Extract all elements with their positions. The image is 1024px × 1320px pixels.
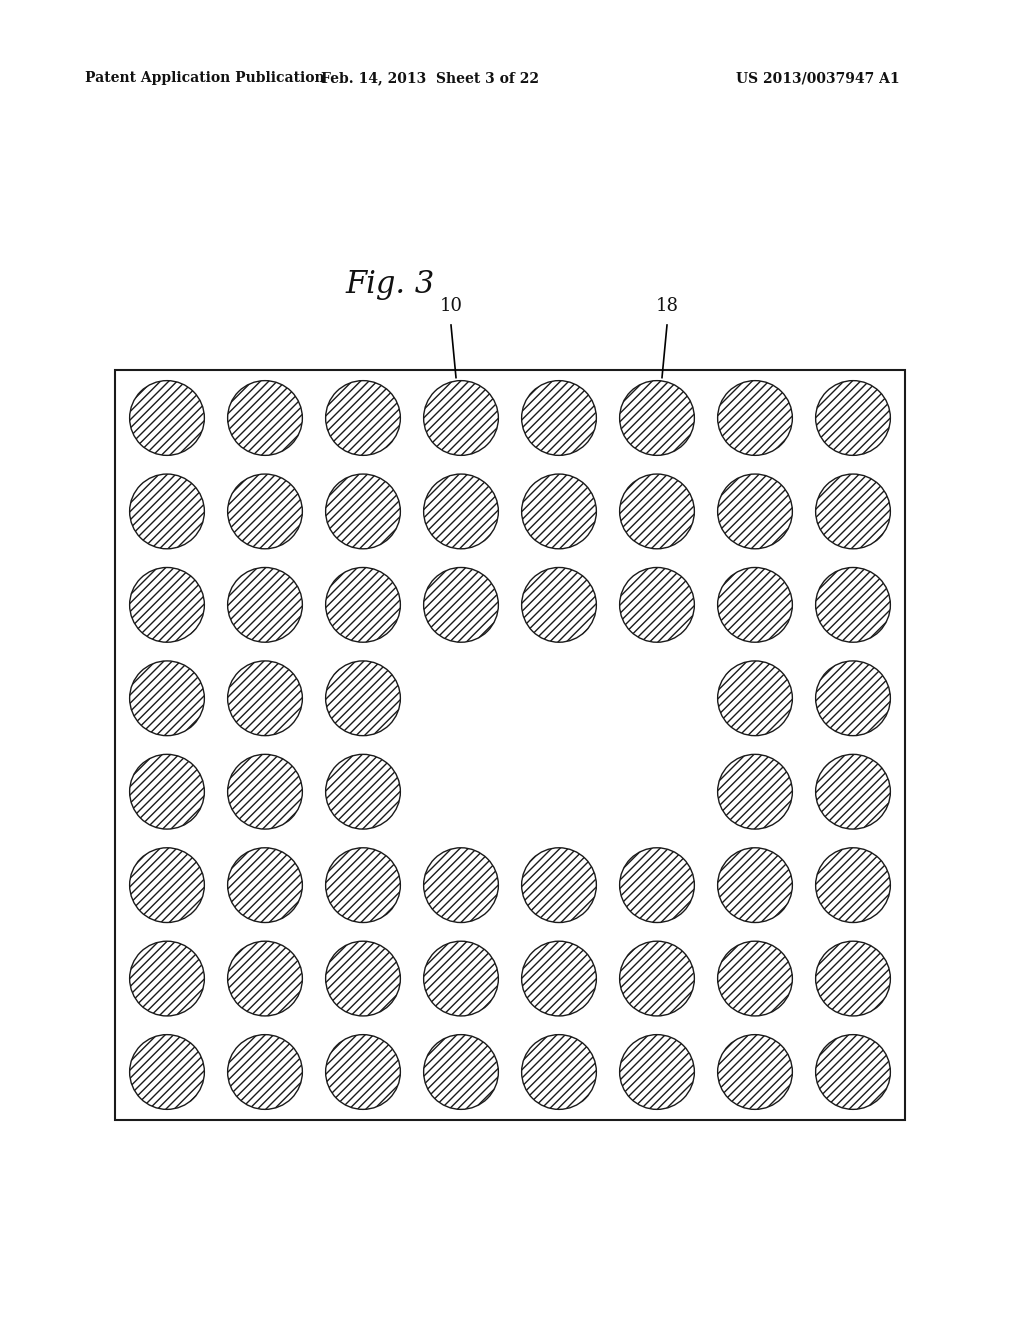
Ellipse shape: [521, 941, 596, 1016]
Ellipse shape: [130, 568, 205, 643]
Ellipse shape: [227, 941, 302, 1016]
Text: 10: 10: [439, 297, 463, 315]
Ellipse shape: [130, 474, 205, 549]
Ellipse shape: [424, 568, 499, 643]
Ellipse shape: [620, 474, 694, 549]
Text: 18: 18: [655, 297, 679, 315]
Ellipse shape: [816, 754, 891, 829]
Ellipse shape: [718, 661, 793, 735]
Ellipse shape: [130, 941, 205, 1016]
Ellipse shape: [718, 1035, 793, 1109]
Text: Fig. 3: Fig. 3: [345, 269, 434, 301]
Ellipse shape: [816, 568, 891, 643]
Ellipse shape: [620, 941, 694, 1016]
Ellipse shape: [718, 754, 793, 829]
Ellipse shape: [227, 661, 302, 735]
Ellipse shape: [130, 1035, 205, 1109]
Ellipse shape: [227, 754, 302, 829]
Ellipse shape: [326, 474, 400, 549]
Ellipse shape: [718, 380, 793, 455]
Ellipse shape: [424, 941, 499, 1016]
Ellipse shape: [227, 847, 302, 923]
Ellipse shape: [227, 380, 302, 455]
Ellipse shape: [130, 847, 205, 923]
Ellipse shape: [326, 754, 400, 829]
Ellipse shape: [326, 941, 400, 1016]
Ellipse shape: [718, 474, 793, 549]
Ellipse shape: [816, 1035, 891, 1109]
Ellipse shape: [227, 474, 302, 549]
Ellipse shape: [326, 847, 400, 923]
Ellipse shape: [130, 661, 205, 735]
Ellipse shape: [521, 1035, 596, 1109]
Bar: [115, 370, 905, 1119]
Ellipse shape: [816, 380, 891, 455]
Ellipse shape: [326, 1035, 400, 1109]
Ellipse shape: [816, 941, 891, 1016]
Ellipse shape: [130, 380, 205, 455]
Text: US 2013/0037947 A1: US 2013/0037947 A1: [736, 71, 900, 84]
Text: Feb. 14, 2013  Sheet 3 of 22: Feb. 14, 2013 Sheet 3 of 22: [321, 71, 539, 84]
Ellipse shape: [521, 380, 596, 455]
Text: Patent Application Publication: Patent Application Publication: [85, 71, 325, 84]
Ellipse shape: [424, 847, 499, 923]
Ellipse shape: [620, 847, 694, 923]
Ellipse shape: [718, 941, 793, 1016]
Ellipse shape: [816, 661, 891, 735]
Ellipse shape: [326, 661, 400, 735]
Ellipse shape: [326, 568, 400, 643]
Ellipse shape: [130, 754, 205, 829]
Ellipse shape: [227, 1035, 302, 1109]
Ellipse shape: [718, 568, 793, 643]
Ellipse shape: [816, 474, 891, 549]
Ellipse shape: [620, 568, 694, 643]
Ellipse shape: [326, 380, 400, 455]
Ellipse shape: [424, 474, 499, 549]
Ellipse shape: [521, 568, 596, 643]
Ellipse shape: [718, 847, 793, 923]
Ellipse shape: [521, 474, 596, 549]
Ellipse shape: [816, 847, 891, 923]
Ellipse shape: [424, 380, 499, 455]
Ellipse shape: [521, 847, 596, 923]
Ellipse shape: [620, 380, 694, 455]
Ellipse shape: [424, 1035, 499, 1109]
Ellipse shape: [620, 1035, 694, 1109]
Ellipse shape: [227, 568, 302, 643]
